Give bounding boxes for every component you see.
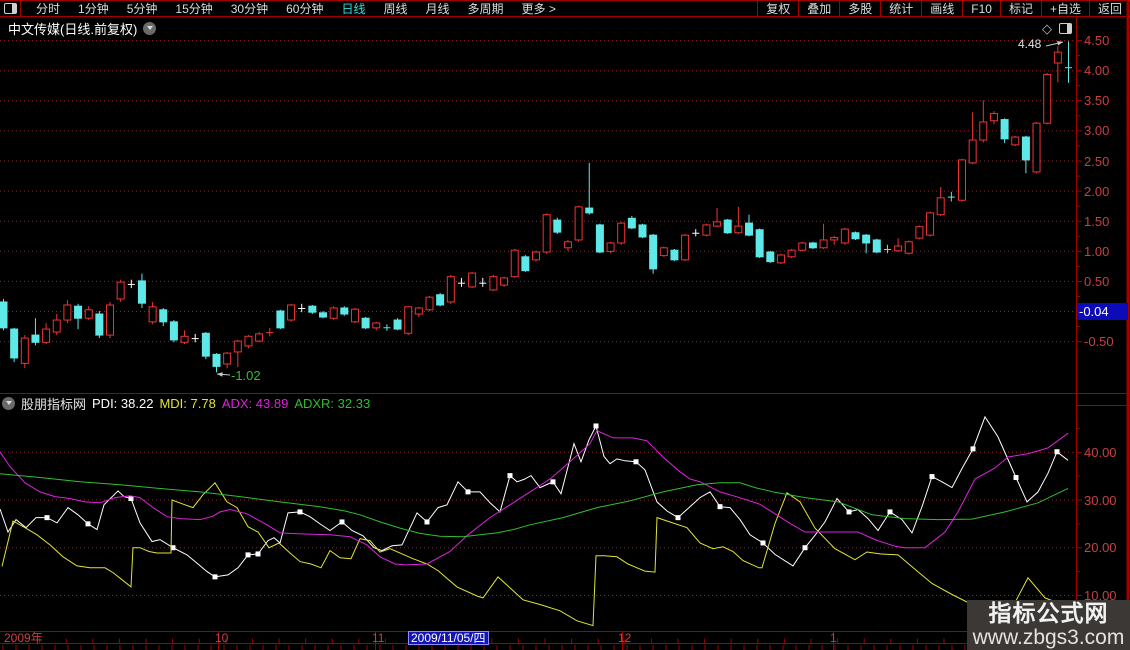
x-axis-label: 2009年	[4, 631, 43, 645]
price-axis-label: 3.50	[1084, 93, 1110, 109]
more-menu[interactable]: 更多 >	[521, 2, 556, 16]
dmi-axis-label: 10.00	[1084, 588, 1117, 603]
x-axis-label: 10	[215, 631, 229, 645]
period-tab-1min[interactable]: 1分钟	[78, 2, 109, 16]
current-price-tag: -0.04	[1077, 303, 1128, 320]
price-axis-label: 2.00	[1084, 183, 1110, 199]
price-axis-label: 2.50	[1084, 153, 1110, 169]
pdi-value: PDI: 38.22	[92, 396, 154, 411]
mark-button[interactable]: 标记	[999, 1, 1041, 16]
price-axis-label: 4.00	[1084, 63, 1110, 79]
mdi-value: MDI: 7.78	[159, 396, 216, 411]
x-axis-label: 1	[830, 631, 837, 645]
watermark-name: 指标公式网	[988, 600, 1109, 626]
price-axis-label: 1.00	[1084, 243, 1110, 259]
split-pane-icon[interactable]	[1059, 23, 1072, 34]
period-tab-30min[interactable]: 30分钟	[230, 2, 269, 16]
watermark-url: www.zbgs3.com	[972, 626, 1125, 649]
multi-stock-button[interactable]: 多股	[839, 1, 880, 16]
chevron-down-icon[interactable]	[143, 21, 157, 35]
period-tab-multi[interactable]: 多周期	[467, 2, 504, 16]
add-watchlist-button[interactable]: +自选	[1040, 1, 1089, 16]
chevron-down-circle-icon[interactable]	[2, 397, 15, 410]
window-split-button[interactable]	[0, 1, 21, 16]
period-tab-monthly[interactable]: 月线	[425, 2, 450, 16]
dmi-axis-label: 40.00	[1084, 444, 1117, 460]
watermark: 指标公式网 www.zbgs3.com	[967, 600, 1130, 650]
price-axis-label: 3.00	[1084, 123, 1110, 139]
period-tab-fenshi[interactable]: 分时	[36, 2, 61, 16]
back-button[interactable]: 返回	[1088, 1, 1130, 16]
adxr-value: ADXR: 32.33	[294, 396, 371, 411]
period-tab-5min[interactable]: 5分钟	[126, 2, 158, 16]
statistics-button[interactable]: 统计	[880, 1, 921, 16]
low-price-annotation: -1.02	[231, 368, 261, 383]
period-tab-60min[interactable]: 60分钟	[286, 2, 324, 16]
tool-buttons: 复权 叠加 多股 统计 画线 F10 标记 +自选 返回	[757, 1, 1130, 16]
adx-value: ADX: 43.89	[221, 396, 289, 411]
selected-date-label: 2009/11/05/四	[408, 631, 489, 645]
high-price-annotation: 4.48	[1018, 37, 1042, 51]
period-tab-daily[interactable]: 日线	[341, 2, 366, 16]
price-axis-label: 1.50	[1084, 213, 1110, 229]
f10-button[interactable]: F10	[962, 1, 1000, 16]
period-menu: 分时 1分钟 5分钟 15分钟 30分钟 60分钟 日线 周线 月线 多周期 更…	[21, 0, 757, 17]
indicator-source: 股朋指标网	[21, 397, 87, 412]
overlay-button[interactable]: 叠加	[798, 1, 839, 16]
period-tab-15min[interactable]: 15分钟	[175, 2, 213, 16]
dmi-axis-label: 20.00	[1084, 540, 1117, 556]
dmi-axis-label: 30.00	[1084, 492, 1117, 508]
top-toolbar: 分时 1分钟 5分钟 15分钟 30分钟 60分钟 日线 周线 月线 多周期 更…	[0, 0, 1130, 17]
diamond-icon[interactable]: ◇	[1042, 21, 1052, 36]
draw-line-button[interactable]: 画线	[921, 1, 962, 16]
price-axis-label: 0.50	[1084, 273, 1110, 289]
stock-title: 中文传媒(日线.前复权)	[8, 21, 138, 37]
x-axis-label: 12	[618, 631, 632, 645]
period-tab-weekly[interactable]: 周线	[383, 2, 408, 16]
split-pane-icon	[3, 3, 17, 14]
x-axis-label: 11	[372, 631, 385, 645]
price-axis-label: 4.50	[1084, 33, 1110, 49]
restore-rights-button[interactable]: 复权	[757, 1, 798, 16]
price-axis-label: -0.50	[1084, 334, 1114, 350]
